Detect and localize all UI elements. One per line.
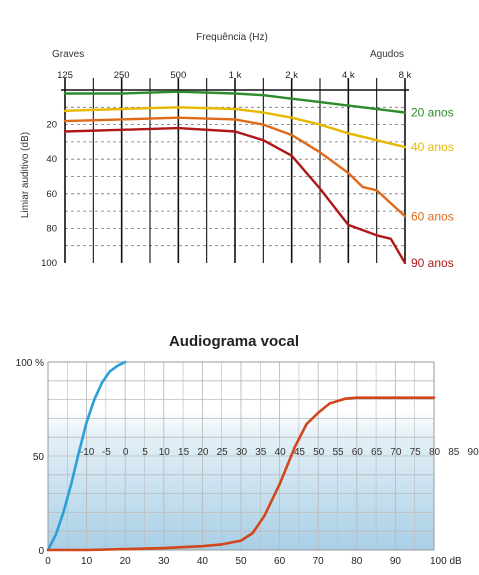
band-scale-label: -10 xyxy=(80,447,95,458)
threshold-axis-title: Limiar auditivo (dB) xyxy=(20,132,31,218)
band-scale-label: 35 xyxy=(255,447,267,458)
x-tick-label: 100 dB xyxy=(430,556,462,567)
speech-curve-blue xyxy=(46,360,127,552)
band-scale-label: 45 xyxy=(294,447,306,458)
frequency-tick-label: 500 xyxy=(170,70,186,81)
band-scale-label: 25 xyxy=(217,447,229,458)
legend-label: 90 anos xyxy=(411,256,454,270)
x-tick-label: 40 xyxy=(197,556,209,567)
threshold-tick-label: 40 xyxy=(46,154,57,165)
band-scale-label: 20 xyxy=(197,447,209,458)
legend-label: 20 anos xyxy=(411,105,454,119)
x-tick-label: 60 xyxy=(274,556,286,567)
series-line-20-anos xyxy=(63,90,407,114)
frequency-tick-label: 250 xyxy=(114,70,130,81)
band-scale-label: 5 xyxy=(142,447,148,458)
series-line-60-anos xyxy=(63,116,407,218)
band-scale-label: 75 xyxy=(410,447,422,458)
series-line-40-anos xyxy=(63,106,407,149)
x-tick-label: 80 xyxy=(351,556,363,567)
band-scale-label: 90 xyxy=(468,447,479,458)
vocal-audiogram-chart: -10 -5 0 5 10 15 20 25 30 35 40 45 50 55 60 65 70 75 80 85 9… xyxy=(16,333,479,567)
series-line-90-anos xyxy=(63,126,407,265)
speech-curve-red xyxy=(46,396,436,552)
band-scale-label: -5 xyxy=(102,447,111,458)
threshold-tick-label: 80 xyxy=(46,223,57,234)
y-tick-label: 50 xyxy=(33,452,45,463)
x-tick-label: 90 xyxy=(390,556,402,567)
band-scale-label: 30 xyxy=(236,447,248,458)
x-tick-label: 0 xyxy=(45,556,51,567)
band-scale-label: 65 xyxy=(371,447,383,458)
legend-label: 40 anos xyxy=(411,140,454,154)
band-scale-label: 50 xyxy=(313,447,325,458)
x-tick-label: 10 xyxy=(81,556,93,567)
band-scale-label: 10 xyxy=(159,447,171,458)
band-scale-label: 60 xyxy=(352,447,364,458)
frequency-tick-label: 1 k xyxy=(229,70,242,81)
graves-label: Graves xyxy=(52,49,84,60)
x-tick-label: 70 xyxy=(313,556,325,567)
threshold-tick-label: 60 xyxy=(46,189,57,200)
y-tick-label: 100 % xyxy=(16,358,44,369)
frequency-tick-label: 4 k xyxy=(342,70,355,81)
x-tick-label: 50 xyxy=(235,556,247,567)
band-scale-label: 85 xyxy=(448,447,460,458)
y-tick-label: 0 xyxy=(38,546,44,557)
age-audiogram-chart: 125 250 500 1 k 2 k 4 k 8 k 20 40 60 80 100 Frequên… xyxy=(20,32,454,270)
threshold-tick-label: 100 xyxy=(41,258,57,269)
band-scale-label: 55 xyxy=(332,447,344,458)
frequency-tick-label: 8 k xyxy=(399,70,412,81)
band-scale-label: 70 xyxy=(390,447,402,458)
vocal-audiogram-title: Audiograma vocal xyxy=(169,333,299,350)
band-scale-label: 15 xyxy=(178,447,190,458)
frequency-tick-label: 2 k xyxy=(285,70,298,81)
agudos-label: Agudos xyxy=(370,49,404,60)
plot-frame xyxy=(47,361,435,551)
x-tick-label: 30 xyxy=(158,556,170,567)
threshold-tick-label: 20 xyxy=(46,120,57,131)
band-scale-label: 80 xyxy=(429,447,441,458)
band-scale-label: 0 xyxy=(123,447,129,458)
band-scale-label: 40 xyxy=(275,447,287,458)
x-tick-label: 20 xyxy=(120,556,132,567)
legend-label: 60 anos xyxy=(411,209,454,223)
frequency-axis-title: Frequência (Hz) xyxy=(196,32,268,43)
frequency-tick-label: 125 xyxy=(57,70,73,81)
